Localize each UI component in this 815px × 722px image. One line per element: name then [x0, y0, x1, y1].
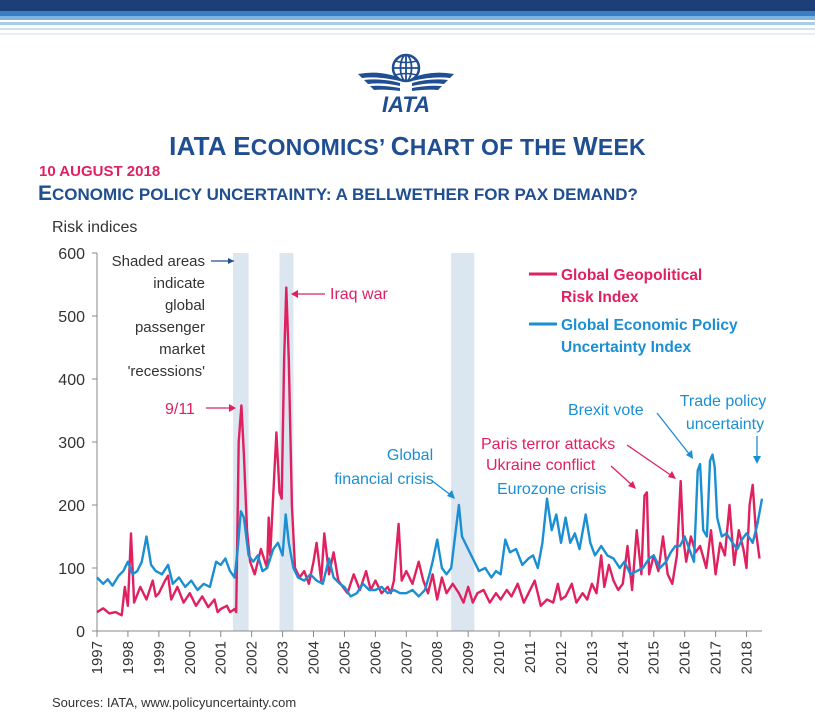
x-tick-label: 2017 — [708, 641, 725, 674]
x-tick-label: 2000 — [182, 641, 199, 674]
x-tick-label: 1999 — [151, 641, 168, 674]
annotation-gfc-line: financial crisis — [334, 471, 434, 488]
x-tick-label: 2013 — [584, 641, 601, 674]
y-tick-label: 0 — [76, 624, 85, 641]
gfc-arrowhead — [447, 490, 455, 499]
chart-subtitle: ECONOMIC POLICY UNCERTAINTY: A BELLWETHE… — [38, 182, 638, 205]
paris-arrowhead — [668, 471, 676, 479]
x-tick-label: 2002 — [244, 641, 261, 674]
source-note: Sources: IATA, www.policyuncertainty.com — [52, 695, 297, 710]
shaded-period — [451, 253, 475, 631]
y-tick-label: 200 — [58, 498, 85, 515]
x-tick-label: 2005 — [336, 641, 353, 674]
x-tick-label: 2016 — [677, 641, 694, 674]
annotation-trade-line: uncertainty — [686, 416, 764, 433]
y-tick-label: 600 — [58, 246, 85, 263]
x-tick-label: 2009 — [460, 641, 477, 674]
ukraine-arrowhead — [628, 481, 636, 489]
annotation-iraq-war: Iraq war — [330, 286, 388, 303]
x-tick-label: 2011 — [522, 641, 539, 673]
x-tick-label: 2004 — [306, 641, 323, 674]
shaded-note-line: passenger — [135, 319, 205, 336]
shaded-note-arrowhead — [228, 258, 234, 264]
x-tick-label: 2018 — [739, 641, 756, 674]
logo-text: IATA — [382, 92, 430, 117]
annotation-trade-line: Trade policy — [680, 393, 767, 410]
band-white-stripe — [0, 22, 815, 25]
y-tick-label: 300 — [58, 435, 85, 452]
y-tick-label: 100 — [58, 561, 85, 578]
iata-logo: IATA — [358, 53, 454, 117]
x-tick-label: 2001 — [213, 641, 230, 674]
x-tick-label: 1998 — [120, 641, 137, 674]
brexit-arrowhead — [686, 450, 693, 459]
x-tick-label: 2012 — [553, 641, 570, 674]
x-tick-label: 2008 — [429, 641, 446, 674]
annotation-eurozone: Eurozone crisis — [497, 481, 606, 498]
header-bands — [0, 0, 815, 44]
band-white-stripe-2 — [0, 28, 815, 30]
x-tick-label: 1997 — [89, 641, 106, 674]
paris-arrow — [626, 444, 673, 477]
shaded-note-line: indicate — [153, 275, 205, 292]
annotation-paris: Paris terror attacks — [481, 436, 615, 453]
y-axis-label: Risk indices — [52, 219, 137, 236]
x-tick-label: 2006 — [367, 641, 384, 674]
gfc-arrow — [430, 479, 453, 497]
x-tick-label: 2003 — [275, 641, 292, 674]
annotation-9-11: 9/11 — [165, 401, 195, 418]
sept-arrowhead — [229, 404, 236, 412]
shaded-note-line: global — [165, 297, 205, 314]
shaded-note-line: 'recessions' — [128, 363, 206, 380]
legend-label: Risk Index — [561, 289, 639, 306]
band-mid — [0, 11, 815, 16]
legend-label: Global Geopolitical — [561, 267, 702, 284]
y-tick-label: 400 — [58, 372, 85, 389]
band-light — [0, 16, 815, 20]
band-dark — [0, 0, 815, 11]
band-white-stripe-3 — [0, 33, 815, 35]
iraq-arrowhead — [291, 290, 298, 298]
legend-label: Global Economic Policy — [561, 317, 738, 334]
legend-label: Uncertainty Index — [561, 339, 691, 356]
page-title: IATA ECONOMICS’ CHART OF THE WEEK — [169, 131, 646, 161]
series-line — [96, 286, 761, 617]
x-tick-label: 2010 — [491, 641, 508, 674]
brexit-arrow — [656, 412, 691, 456]
shaded-note-line: Shaded areas — [112, 253, 205, 270]
trade-arrowhead — [753, 456, 761, 464]
shaded-note-line: market — [159, 341, 206, 358]
series-line — [96, 453, 764, 598]
x-tick-label: 2014 — [615, 641, 632, 674]
annotation-ukraine: Ukraine conflict — [486, 457, 596, 474]
y-tick-label: 500 — [58, 309, 85, 326]
x-tick-label: 2015 — [646, 641, 663, 674]
x-tick-label: 2007 — [398, 641, 415, 674]
annotation-gfc-line: Global — [387, 447, 433, 464]
annotation-brexit: Brexit vote — [568, 402, 644, 419]
ukraine-arrow — [610, 465, 633, 486]
report-date: 10 AUGUST 2018 — [39, 163, 161, 180]
